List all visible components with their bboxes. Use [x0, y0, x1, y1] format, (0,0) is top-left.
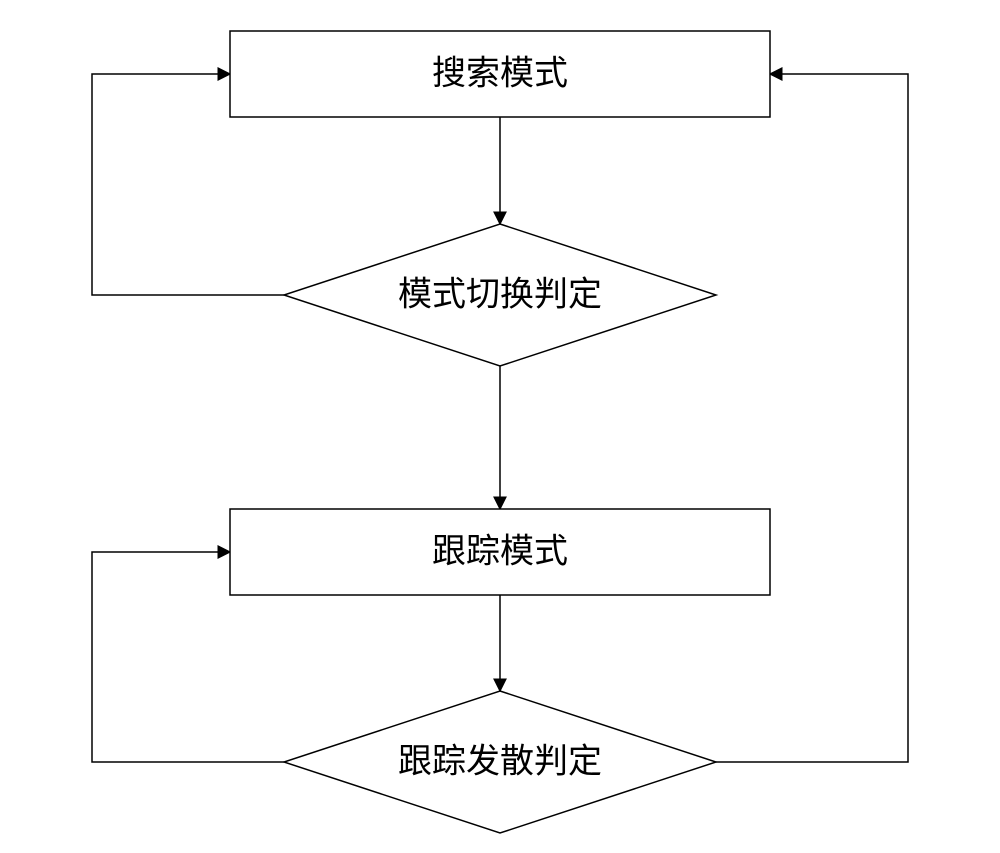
flowchart-node-label: 搜索模式 — [432, 55, 568, 93]
flowchart-node-label: 跟踪发散判定 — [398, 743, 602, 781]
flowchart-node-label: 跟踪模式 — [432, 533, 568, 571]
flowchart-node: 跟踪模式 — [230, 509, 770, 595]
flowchart-edge — [716, 74, 908, 762]
flowchart-node: 模式切换判定 — [284, 224, 716, 366]
flowchart-node: 跟踪发散判定 — [284, 691, 716, 833]
flowchart-node-label: 模式切换判定 — [398, 276, 602, 314]
flowchart-canvas: 搜索模式模式切换判定跟踪模式跟踪发散判定 — [0, 0, 1000, 853]
flowchart-node: 搜索模式 — [230, 31, 770, 117]
